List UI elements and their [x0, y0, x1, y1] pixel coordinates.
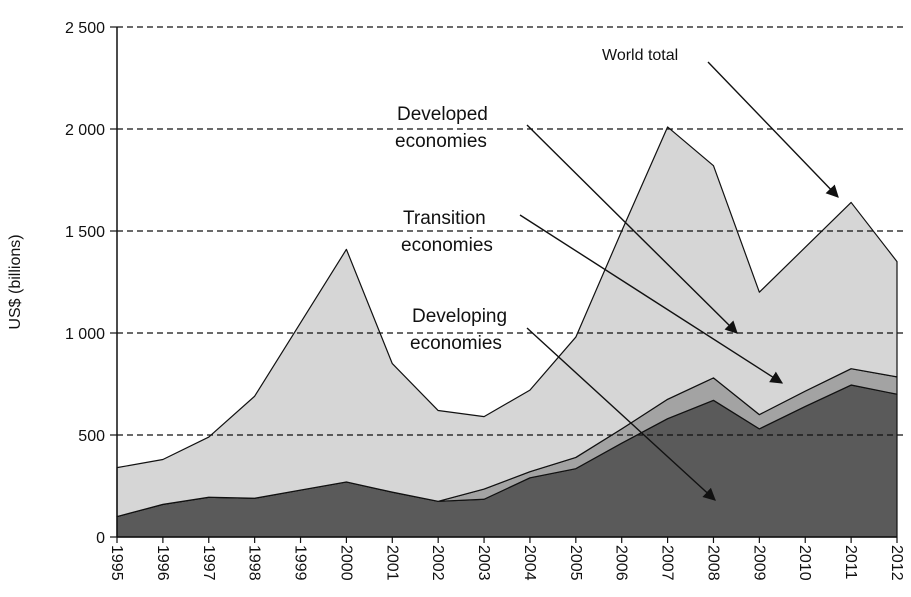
- x-tick-label: 2000: [337, 545, 354, 581]
- annotation: Transition: [403, 208, 486, 229]
- y-tick-label: 0: [96, 530, 105, 547]
- x-tick-label: 2004: [521, 545, 538, 581]
- annotation: World total: [602, 47, 678, 64]
- x-tick-label: 2007: [659, 545, 676, 581]
- annotation: Developing: [412, 306, 507, 327]
- x-tick-label: 1995: [108, 545, 125, 581]
- x-tick-label: 1996: [154, 545, 171, 581]
- x-tick-label: 2012: [888, 545, 905, 581]
- y-axis-label: US$ (billions): [7, 234, 24, 329]
- arrow: [526, 327, 716, 501]
- annotation: economies: [410, 333, 502, 354]
- x-tick-label: 2006: [613, 545, 630, 581]
- x-tick-label: 2011: [842, 545, 859, 580]
- y-tick-label: 500: [78, 428, 105, 445]
- annotation: economies: [395, 131, 487, 152]
- y-tick-label: 2 000: [65, 122, 105, 139]
- arrow: [519, 214, 784, 384]
- arrow: [526, 124, 738, 334]
- annotation: Developed: [397, 104, 488, 125]
- annotation: economies: [401, 235, 493, 256]
- x-tick-label: 2001: [383, 545, 400, 581]
- x-tick-label: 2009: [750, 545, 767, 581]
- x-tick-label: 1999: [292, 545, 309, 581]
- y-tick-label: 1 000: [65, 326, 105, 343]
- x-tick-label: 1998: [246, 545, 263, 581]
- area: [116, 126, 898, 518]
- x-tick-label: 2003: [475, 545, 492, 581]
- x-tick-label: 2002: [429, 545, 446, 581]
- x-tick-label: 1997: [200, 545, 217, 581]
- y-tick-label: 2 500: [65, 20, 105, 37]
- y-tick-label: 1 500: [65, 224, 105, 241]
- x-tick-label: 2010: [796, 545, 813, 581]
- x-tick-label: 2008: [704, 545, 721, 581]
- x-tick-label: 2005: [567, 545, 584, 581]
